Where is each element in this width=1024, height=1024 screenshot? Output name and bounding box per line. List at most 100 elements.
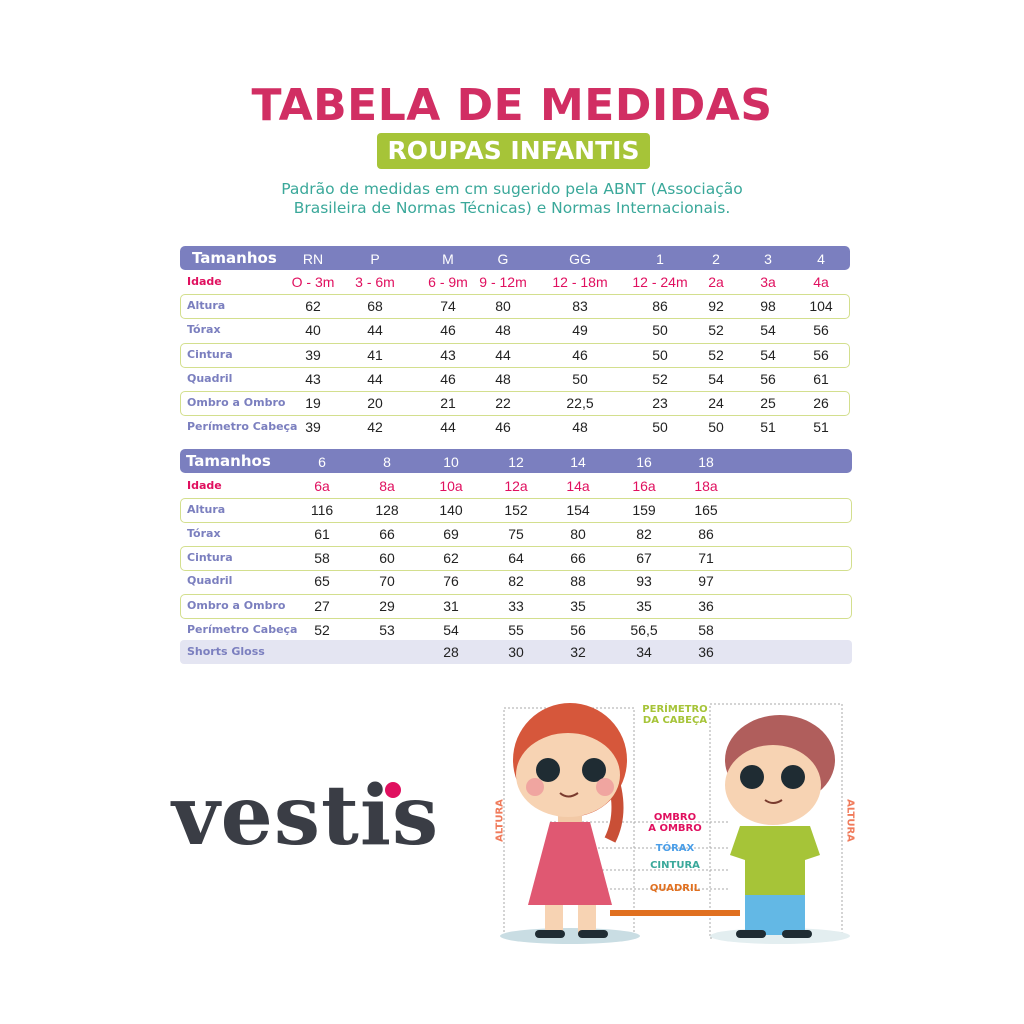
row-label: Idade xyxy=(187,275,222,288)
table-cell: 36 xyxy=(698,644,714,660)
size-header: G xyxy=(497,251,509,267)
table-cell: 61 xyxy=(314,526,330,542)
table-cell: 39 xyxy=(305,419,321,435)
table-cell: 86 xyxy=(652,298,668,314)
table-cell: 67 xyxy=(636,550,652,566)
table-cell: 31 xyxy=(443,598,459,614)
size-header: GG xyxy=(569,251,591,267)
table-cell: 51 xyxy=(760,419,776,435)
table-cell: 60 xyxy=(379,550,395,566)
table-cell: 44 xyxy=(440,419,456,435)
table-cell: 88 xyxy=(570,573,586,589)
size-header: 6 xyxy=(318,454,326,470)
row-label: Quadril xyxy=(187,574,233,587)
page-title: TABELA DE MEDIDAS xyxy=(251,80,773,131)
table-cell: 49 xyxy=(572,322,588,338)
table-cell: 54 xyxy=(760,347,776,363)
table-cell: 3 - 6m xyxy=(355,274,395,290)
table-cell: 27 xyxy=(314,598,330,614)
table-cell: 50 xyxy=(652,419,668,435)
table-cell: 12 - 18m xyxy=(552,274,608,290)
table-cell: 61 xyxy=(813,371,829,387)
table-cell: 14a xyxy=(566,478,590,494)
boy-pants xyxy=(745,895,805,935)
row-label: Ombro a Ombro xyxy=(187,396,286,409)
children-illustration: PERÍMETRO DA CABEÇA ALTURA ALTURA OMBRO … xyxy=(490,690,860,950)
table-cell: 4a xyxy=(813,274,829,290)
table-cell: 56 xyxy=(813,347,829,363)
size-header: 3 xyxy=(764,251,772,267)
size-header: M xyxy=(442,251,454,267)
table-cell: 48 xyxy=(572,419,588,435)
table-cell: 46 xyxy=(495,419,511,435)
table-cell: 128 xyxy=(375,502,399,518)
measurement-illustration xyxy=(500,703,850,944)
table-cell: 76 xyxy=(443,573,459,589)
row-highlight xyxy=(180,546,852,571)
table-cell: 140 xyxy=(439,502,463,518)
table-cell: 18a xyxy=(694,478,718,494)
table-cell: 97 xyxy=(698,573,714,589)
waist-label: CINTURA xyxy=(650,860,700,871)
table-cell: 56,5 xyxy=(630,622,658,638)
table-cell: 65 xyxy=(314,573,330,589)
table-cell: 24 xyxy=(708,395,724,411)
table-cell: 12a xyxy=(504,478,528,494)
table-cell: 98 xyxy=(760,298,776,314)
row-highlight xyxy=(180,594,852,619)
size-header: RN xyxy=(302,251,324,267)
table-header-bar xyxy=(180,449,852,473)
boy-face xyxy=(725,745,821,825)
table-cell: 12 - 24m xyxy=(632,274,688,290)
table-cell: 32 xyxy=(570,644,586,660)
table-cell: 46 xyxy=(572,347,588,363)
size-header: 4 xyxy=(817,251,825,267)
head-perimeter-label: PERÍMETRO DA CABEÇA xyxy=(642,704,708,726)
chest-label: TÓRAX xyxy=(655,843,695,854)
table-cell: 52 xyxy=(708,347,724,363)
header-label: Tamanhos xyxy=(192,249,277,267)
table-cell: 74 xyxy=(440,298,456,314)
table-cell: 50 xyxy=(652,322,668,338)
table-cell: 82 xyxy=(508,573,524,589)
table-cell: 29 xyxy=(379,598,395,614)
table-cell: 8a xyxy=(379,478,395,494)
row-highlight xyxy=(180,640,852,664)
table-cell: 86 xyxy=(698,526,714,542)
table-cell: 116 xyxy=(310,502,334,518)
row-label: Idade xyxy=(187,479,222,492)
size-header: 18 xyxy=(698,454,714,470)
table-cell: 10a xyxy=(439,478,463,494)
table-cell: 35 xyxy=(570,598,586,614)
description: Padrão de medidas em cm sugerido pela AB… xyxy=(0,180,1024,218)
size-header: 12 xyxy=(508,454,524,470)
row-label: Tórax xyxy=(187,323,221,336)
table-header-bar xyxy=(180,246,850,270)
table-cell: 20 xyxy=(367,395,383,411)
row-label: Shorts Gloss xyxy=(187,645,265,658)
table-cell: 42 xyxy=(367,419,383,435)
size-header: 2 xyxy=(712,251,720,267)
table-cell: 48 xyxy=(495,322,511,338)
table-cell: 93 xyxy=(636,573,652,589)
table-cell: 104 xyxy=(809,298,833,314)
table-cell: 53 xyxy=(379,622,395,638)
table-cell: 6a xyxy=(314,478,330,494)
hip-bar xyxy=(610,910,740,916)
table-cell: 159 xyxy=(632,502,656,518)
table-cell: 44 xyxy=(495,347,511,363)
table-cell: 82 xyxy=(636,526,652,542)
table-cell: 33 xyxy=(508,598,524,614)
girl-face xyxy=(516,733,620,817)
row-label: Cintura xyxy=(187,348,233,361)
table-cell: 39 xyxy=(305,347,321,363)
size-header: 8 xyxy=(383,454,391,470)
table-cell: 92 xyxy=(708,298,724,314)
table-cell: 41 xyxy=(367,347,383,363)
size-header: 14 xyxy=(570,454,586,470)
table-cell: 71 xyxy=(698,550,714,566)
table-cell: 69 xyxy=(443,526,459,542)
table-cell: 46 xyxy=(440,322,456,338)
table-cell: 55 xyxy=(508,622,524,638)
table-cell: 56 xyxy=(760,371,776,387)
